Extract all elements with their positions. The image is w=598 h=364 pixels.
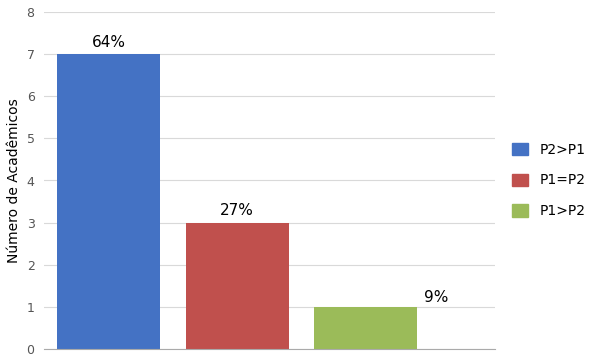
Bar — [315, 307, 417, 349]
Legend: P2>P1, P1=P2, P1>P2: P2>P1, P1=P2, P1>P2 — [506, 137, 591, 224]
Bar — [186, 223, 289, 349]
Text: 9%: 9% — [424, 290, 448, 305]
Y-axis label: Número de Acadêmicos: Número de Acadêmicos — [7, 98, 21, 263]
Bar — [57, 54, 160, 349]
Text: 27%: 27% — [220, 203, 254, 218]
Text: 64%: 64% — [91, 35, 126, 50]
